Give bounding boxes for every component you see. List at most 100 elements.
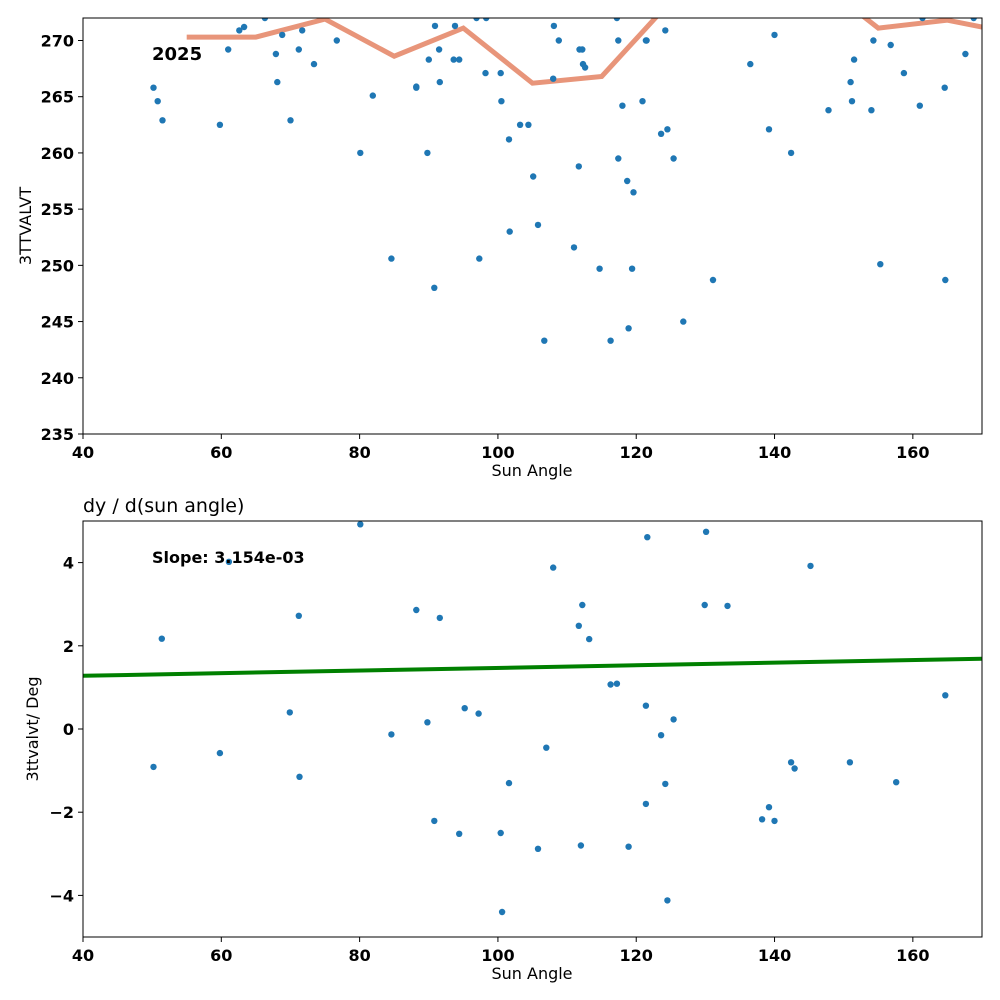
bottom-chart-data-point — [158, 635, 165, 642]
bottom-chart-x-tick-label: 140 — [758, 946, 791, 965]
top-chart-y-tick-label: 255 — [41, 200, 74, 219]
bottom-chart-data-point — [296, 773, 303, 780]
top-chart-data-point — [615, 37, 622, 44]
top-chart-data-point — [295, 46, 302, 53]
bottom-chart-data-point — [456, 830, 463, 837]
top-chart-data-point — [388, 255, 395, 262]
top-chart-data-point — [596, 265, 603, 272]
top-chart-data-point — [771, 31, 778, 39]
top-chart-data-point — [436, 78, 443, 86]
top-chart-data-point — [709, 276, 717, 284]
top-chart-x-tick-label: 120 — [620, 443, 653, 462]
top-chart-data-point — [639, 98, 646, 105]
top-chart-data-point — [369, 92, 376, 99]
top-chart-data-point — [630, 189, 637, 196]
top-chart-data-point — [274, 78, 281, 86]
top-chart-y-tick-label: 265 — [41, 88, 74, 107]
top-chart-data-point — [877, 261, 884, 268]
top-chart-plot-area — [150, 18, 982, 344]
bottom-chart-data-point — [701, 601, 708, 609]
bottom-chart-data-point — [846, 759, 854, 766]
top-chart-data-point — [607, 337, 614, 344]
bottom-chart-y-tick-label: −2 — [49, 803, 74, 822]
top-chart-data-point — [625, 325, 632, 332]
top-chart-data-point — [424, 149, 431, 157]
bottom-chart-x-axis-label: Sun Angle — [491, 964, 572, 983]
top-chart-data-point — [747, 60, 754, 68]
top-chart-data-point — [431, 284, 438, 291]
top-chart-data-point — [787, 149, 795, 157]
bottom-chart-data-point — [388, 731, 395, 738]
top-chart-data-point — [240, 23, 248, 31]
top-chart-data-point — [550, 22, 558, 30]
bottom-chart-y-tick-label: 0 — [63, 720, 74, 739]
top-chart-data-point — [150, 84, 157, 91]
top-chart-x-axis-label: Sun Angle — [491, 461, 572, 480]
bottom-chart-data-point — [216, 749, 224, 757]
bottom-chart-data-point — [644, 534, 651, 541]
top-chart-data-point — [425, 56, 432, 63]
bottom-chart-data-point — [286, 709, 293, 716]
bottom-chart-data-point — [787, 759, 795, 766]
bottom-chart-data-point — [505, 779, 513, 787]
top-chart-data-point — [310, 60, 318, 68]
top-chart-data-point — [451, 22, 459, 30]
top-chart-trend-line — [186, 18, 982, 86]
top-chart-data-point — [154, 98, 161, 105]
top-chart-data-point — [272, 50, 280, 58]
top-chart-data-point — [575, 163, 582, 170]
top-chart-data-point — [541, 337, 548, 344]
top-chart-data-point — [657, 130, 665, 137]
top-chart-data-point — [870, 37, 877, 44]
top-chart-data-point — [159, 117, 166, 124]
bottom-chart-data-point — [625, 843, 632, 850]
top-chart-frame — [82, 17, 983, 435]
top-chart-data-point — [916, 102, 923, 109]
top-chart-data-point — [413, 83, 420, 90]
top-chart-data-point — [579, 46, 586, 53]
top-chart-data-point — [825, 107, 832, 114]
top-chart-y-tick-label: 270 — [41, 31, 74, 50]
top-chart-data-point — [357, 149, 364, 157]
bottom-chart-data-point — [586, 635, 593, 643]
top-chart-data-point — [765, 126, 773, 133]
top-chart: 40 60 80 100 120 140 160 235 240 245 250 255 260 265 2… — [16, 17, 983, 480]
top-chart-data-point — [530, 173, 537, 180]
bottom-chart-data-point — [543, 744, 550, 751]
bottom-chart-data-point — [534, 845, 542, 852]
top-chart-data-point — [847, 78, 854, 86]
bottom-chart-data-point — [498, 908, 506, 916]
top-chart-data-point — [941, 84, 948, 91]
top-chart-y-tick-label: 250 — [41, 256, 74, 275]
bottom-chart-data-point — [662, 780, 669, 788]
top-chart-data-point — [279, 31, 286, 39]
top-chart-data-point — [664, 126, 671, 133]
bottom-chart-y-axis-label: 3ttvalvt/ Deg — [23, 677, 42, 782]
bottom-chart-y-tick-label: −4 — [49, 886, 74, 905]
top-chart-data-point — [236, 27, 243, 34]
bottom-chart-plot-area — [83, 521, 982, 916]
bottom-chart-title: dy / d(sun angle) — [83, 495, 244, 517]
bottom-chart-data-point — [436, 614, 443, 622]
top-chart-data-point — [333, 37, 340, 44]
bottom-chart-data-point — [613, 680, 621, 687]
top-chart-data-point — [506, 228, 513, 235]
top-chart-data-point — [662, 27, 669, 34]
bottom-chart-data-point — [657, 732, 665, 739]
top-chart-x-tick-label: 160 — [896, 443, 929, 462]
bottom-chart-y-tick-label: 2 — [63, 637, 74, 656]
bottom-chart-data-point — [550, 564, 557, 571]
top-chart-x-tick-label: 100 — [481, 443, 514, 462]
bottom-chart-data-point — [607, 681, 614, 688]
top-chart-data-point — [550, 75, 557, 82]
top-chart-data-point — [850, 56, 858, 63]
bottom-chart-data-point — [642, 800, 650, 808]
bottom-chart-data-point — [575, 622, 582, 629]
top-chart-data-point — [919, 18, 926, 22]
top-chart-data-point — [680, 318, 687, 325]
top-chart-data-point — [643, 37, 650, 44]
bottom-chart-data-point — [579, 601, 586, 609]
top-chart-data-point — [498, 98, 505, 105]
top-chart-data-point — [900, 69, 908, 77]
